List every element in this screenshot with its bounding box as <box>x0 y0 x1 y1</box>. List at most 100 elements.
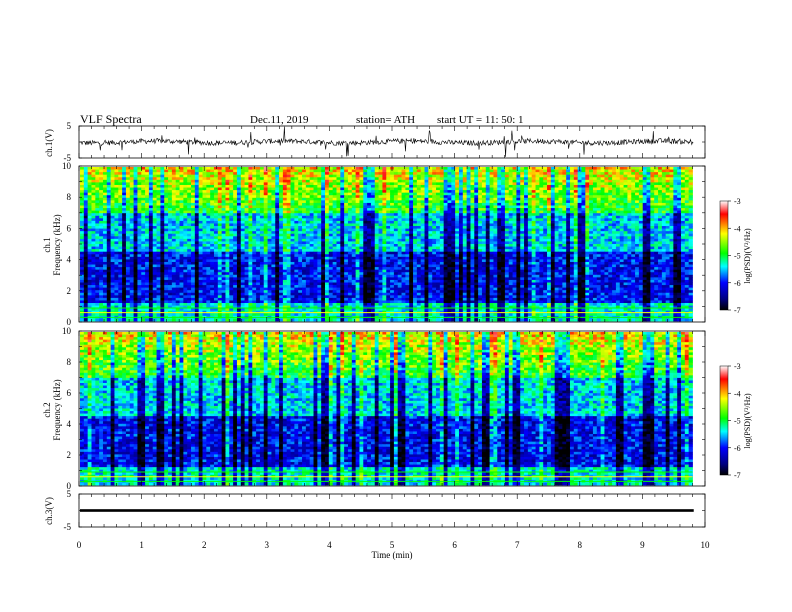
ch1-spectrogram-cell <box>332 202 337 206</box>
ch1-spectrogram-cell <box>688 190 693 194</box>
ch1-spectrogram-cell <box>466 177 471 181</box>
ch1-spectrogram-cell <box>213 241 219 245</box>
ch1-spectrogram-cell <box>282 208 288 212</box>
ch1-spectrogram-cell <box>455 215 460 219</box>
ch1-spectrogram-cell <box>374 190 379 194</box>
ch1-spectrogram-cell <box>562 182 567 186</box>
ch1-spectrogram-cell <box>428 231 433 235</box>
ch1-spectrogram-cell <box>589 210 594 214</box>
ch1-spectrogram-cell <box>600 215 605 219</box>
ch1-spectrogram-cell <box>447 233 452 237</box>
ch1-spectrogram-cell <box>612 179 617 183</box>
ch1-spectrogram-cell <box>344 213 349 217</box>
ch1-spectrogram-cell <box>527 179 533 183</box>
ch1-spectrogram-cell <box>83 205 89 209</box>
ch1-spectrogram-cell <box>91 197 96 201</box>
ch1-spectrogram-cell <box>543 210 548 214</box>
ch1-spectrogram-cell <box>210 215 215 219</box>
ch1-spectrogram-cell <box>600 223 605 227</box>
ch1-spectrogram-cell <box>539 226 544 229</box>
ch1-spectrogram-cell <box>608 195 613 199</box>
ch1-spectrogram-cell <box>470 202 475 206</box>
ch1-spectrogram-cell <box>252 192 257 196</box>
ch1-spectrogram-cell <box>267 202 272 206</box>
ch1-spectrogram-cell <box>501 184 506 188</box>
ch1-spectrogram-cell <box>642 210 647 214</box>
ch1-spectrogram-cell <box>91 238 96 242</box>
ch1-spectrogram-cell <box>382 174 387 178</box>
ch1-spectrogram-cell <box>225 236 230 240</box>
ch1-spectrogram-cell <box>424 226 429 229</box>
ch1-spectrogram-cell <box>80 228 85 232</box>
ch1-spectrogram-cell <box>681 200 686 204</box>
ch1-spectrogram-cell <box>206 228 211 232</box>
ch1-spectrogram-cell <box>118 226 123 229</box>
ch1-spectrogram-cell <box>137 167 142 170</box>
ch1-spectrogram-cell <box>531 210 536 214</box>
ch1-spectrogram-cell <box>114 205 119 209</box>
ch1-spectrogram-cell <box>217 172 223 176</box>
ch1-spectrogram-cell <box>370 200 376 204</box>
ch1-spectrogram-cell <box>585 195 590 199</box>
ch1-spectrogram-cell <box>543 233 548 237</box>
ch1-spectrogram-cell <box>458 210 464 214</box>
ch1-spectrogram-cell <box>80 233 85 237</box>
ch1-spectrogram-cell <box>485 233 490 237</box>
ch1-spectrogram-cell <box>681 231 686 235</box>
ch1-spectrogram-cell <box>225 241 230 245</box>
ch1-spectrogram-cell <box>420 233 425 237</box>
ch1-spectrogram-cell <box>141 205 146 209</box>
ch1-spectrogram-cell <box>612 238 617 242</box>
ch1-spectrogram-cell <box>562 190 567 194</box>
ch1-spectrogram-cell <box>91 208 96 212</box>
ch1-spectrogram-cell <box>148 197 154 201</box>
ch1-spectrogram-cell <box>256 244 261 247</box>
ch1-spectrogram-cell <box>654 197 659 201</box>
ch1-spectrogram-cell <box>627 179 632 183</box>
ch1-spectrogram-cell <box>233 215 238 219</box>
ch1-spectrogram-cell <box>550 220 556 224</box>
ch1-spectrogram-cell <box>294 218 299 222</box>
ch1-spectrogram-cell <box>466 228 471 232</box>
ch1-spectrogram-cell <box>148 179 154 183</box>
ch1-spectrogram-cell <box>137 228 142 232</box>
ch1-spectrogram-cell <box>106 228 112 232</box>
ch1-spectrogram-cell <box>612 231 617 235</box>
ch1-spectrogram-cell <box>367 200 372 204</box>
ch1-spectrogram-cell <box>217 187 223 191</box>
ch1-spectrogram-cell <box>470 241 475 245</box>
ch1-spectrogram-cell <box>175 210 180 214</box>
ch1-spectrogram-cell <box>271 236 276 240</box>
ch1-spectrogram-cell <box>466 231 471 235</box>
ch1-spectrogram-cell <box>658 208 663 212</box>
ch1-spectrogram-cell <box>198 210 203 214</box>
ch1-spectrogram-cell <box>497 167 502 170</box>
ch1-spectrogram-cell <box>110 215 115 219</box>
ch1-spectrogram-cell <box>615 174 621 178</box>
ch1-spectrogram-cell <box>508 200 513 204</box>
ch1-spectrogram-cell <box>390 179 395 183</box>
ch1-spectrogram-cell <box>424 202 429 206</box>
ch1-spectrogram-cell <box>87 213 92 217</box>
ch1-spectrogram-cell <box>171 241 177 245</box>
ch1-spectrogram-cell <box>321 236 326 240</box>
ch1-spectrogram-cell <box>359 190 364 194</box>
ch1-spectrogram-cell <box>516 187 521 191</box>
ch1-spectrogram-cell <box>332 220 337 224</box>
ch1-spectrogram-cell <box>194 228 200 232</box>
ch1-spectrogram-cell <box>110 244 115 247</box>
ch1-spectrogram-cell <box>458 223 464 227</box>
ch1-spectrogram-cell <box>244 213 249 217</box>
ch1-spectrogram-cell <box>129 215 134 219</box>
ch1-spectrogram-cell <box>202 182 207 186</box>
ch1-spectrogram-cell <box>187 177 192 181</box>
ch1-spectrogram-cell <box>313 172 318 176</box>
ch1-spectrogram-cell <box>267 208 272 212</box>
ch1-spectrogram-cell <box>581 177 586 181</box>
ch1-spectrogram-cell <box>493 169 498 173</box>
ch1-spectrogram-cell <box>294 174 299 178</box>
ch1-spectrogram-cell <box>650 218 655 222</box>
ch1-spectrogram-cell <box>547 172 552 176</box>
ch1-spectrogram-cell <box>279 210 284 214</box>
ch1-spectrogram-cell <box>681 241 686 245</box>
